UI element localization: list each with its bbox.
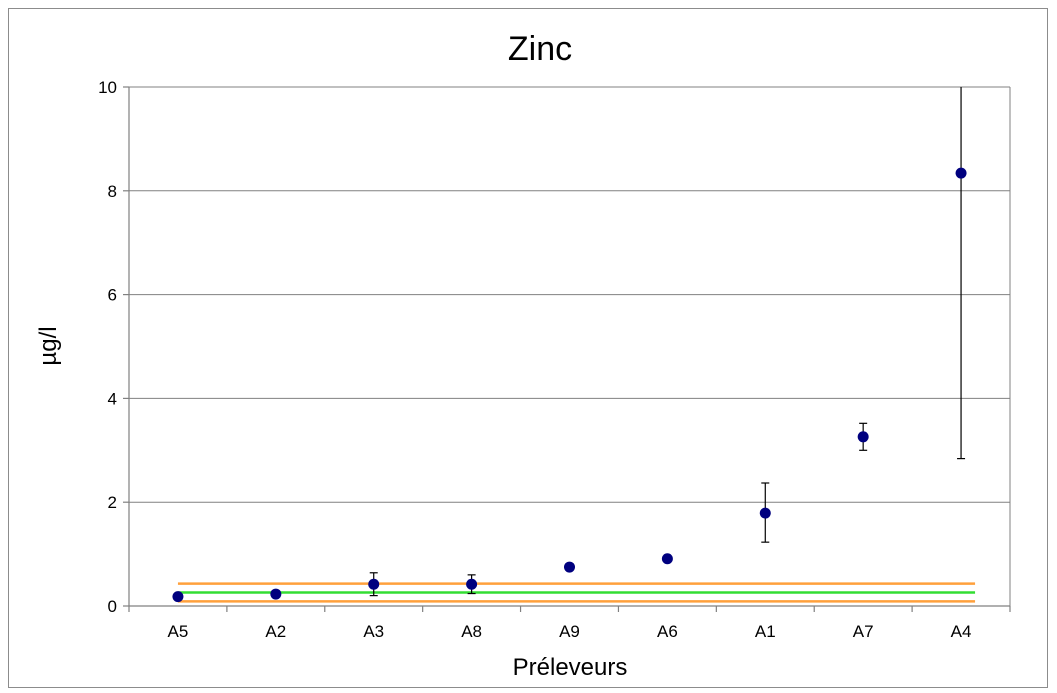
y-tick-label-0: 0 (108, 597, 117, 616)
y-tick-labels: 0 2 4 6 8 10 (98, 78, 117, 616)
data-point-A2 (270, 588, 282, 600)
grid-lines (129, 86, 1010, 503)
x-tick-label-A7: A7 (853, 622, 874, 641)
reference-lines (177, 582, 976, 603)
error-bar-A4 (957, 87, 966, 460)
error-bars (369, 87, 966, 597)
axes (123, 86, 1011, 612)
x-tick-label-A2: A2 (265, 622, 286, 641)
y-tick-label-4: 4 (108, 389, 117, 408)
x-tick-label-A1: A1 (755, 622, 776, 641)
x-tick-labels: A5 A2 A3 A8 A9 A6 A1 A7 A4 (168, 622, 972, 641)
x-tick-label-A6: A6 (657, 622, 678, 641)
x-tick-label-A5: A5 (168, 622, 189, 641)
data-point-A6 (661, 553, 673, 565)
x-tick-label-A3: A3 (363, 622, 384, 641)
x-axis-title: Préleveurs (513, 654, 628, 681)
y-tick-label-2: 2 (108, 493, 117, 512)
data-point-A1 (759, 507, 771, 519)
data-point-A8 (466, 578, 478, 590)
data-point-A3 (368, 578, 380, 590)
x-tick-label-A8: A8 (461, 622, 482, 641)
data-points (172, 167, 967, 603)
y-tick-label-8: 8 (108, 182, 117, 201)
data-point-A9 (564, 561, 575, 573)
data-point-A5 (172, 591, 184, 603)
x-tick-label-A9: A9 (559, 622, 580, 641)
data-point-A7 (857, 431, 869, 443)
data-point-A4 (955, 167, 967, 179)
y-tick-label-6: 6 (108, 286, 117, 305)
y-axis-title: µg/l (35, 326, 62, 365)
chart-frame (8, 8, 1048, 688)
x-tick-label-A4: A4 (951, 622, 972, 641)
y-tick-label-10: 10 (98, 78, 117, 97)
chart-title: Zinc (508, 30, 572, 68)
